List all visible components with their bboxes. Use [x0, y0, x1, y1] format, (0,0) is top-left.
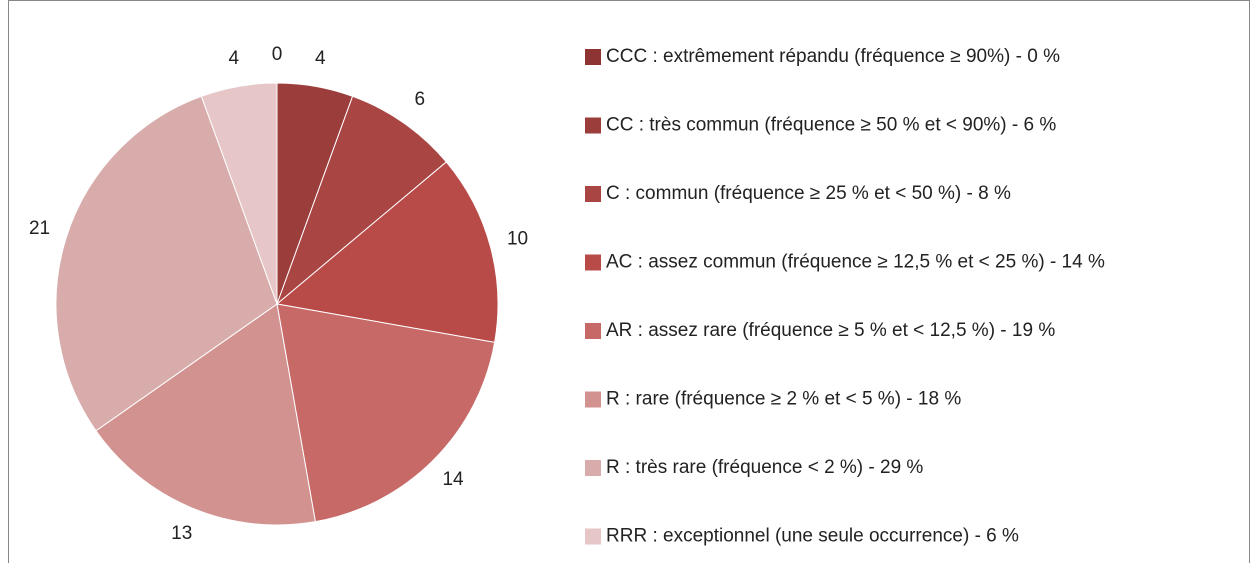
- legend-label: C : commun (fréquence ≥ 25 % et < 50 %) …: [606, 183, 1011, 204]
- legend-swatch: [585, 460, 601, 476]
- legend-label: CC : très commun (fréquence ≥ 50 % et < …: [606, 115, 1056, 136]
- legend-label: AC : assez commun (fréquence ≥ 12,5 % et…: [606, 252, 1105, 273]
- data-label: 4: [228, 48, 239, 69]
- legend-swatch: [585, 528, 601, 545]
- data-label: 13: [171, 523, 192, 544]
- legend-swatch: [585, 323, 601, 339]
- pie-slice: [275, 95, 448, 306]
- pie-slice: [275, 161, 499, 343]
- legend-swatch: [585, 391, 601, 408]
- data-label: 6: [415, 89, 426, 110]
- legend-label: R : très rare (fréquence < 2 %) - 29 %: [606, 457, 923, 478]
- data-label: 10: [507, 229, 528, 250]
- legend-label: R : rare (fréquence ≥ 2 % et < 5 %) - 18…: [606, 389, 961, 410]
- legend-label: RRR : exceptionnel (une seule occurrence…: [606, 526, 1019, 547]
- data-label: 21: [29, 218, 50, 239]
- pie-slice: [200, 82, 278, 305]
- legend-swatch: [585, 117, 601, 134]
- data-label: 0: [272, 44, 283, 65]
- legend-label: CCC : extrêmement répandu (fréquence ≥ 9…: [606, 46, 1060, 67]
- legend-swatch: [585, 186, 601, 202]
- legend-swatch: [585, 254, 601, 271]
- pie-slice: [276, 303, 496, 523]
- pie-slice: [55, 95, 278, 432]
- data-label: 4: [315, 48, 326, 69]
- legend-label: AR : assez rare (fréquence ≥ 5 % et < 12…: [606, 320, 1055, 341]
- data-label: 14: [442, 469, 464, 490]
- legend-swatch: [585, 49, 601, 65]
- pie-slice: [95, 303, 316, 526]
